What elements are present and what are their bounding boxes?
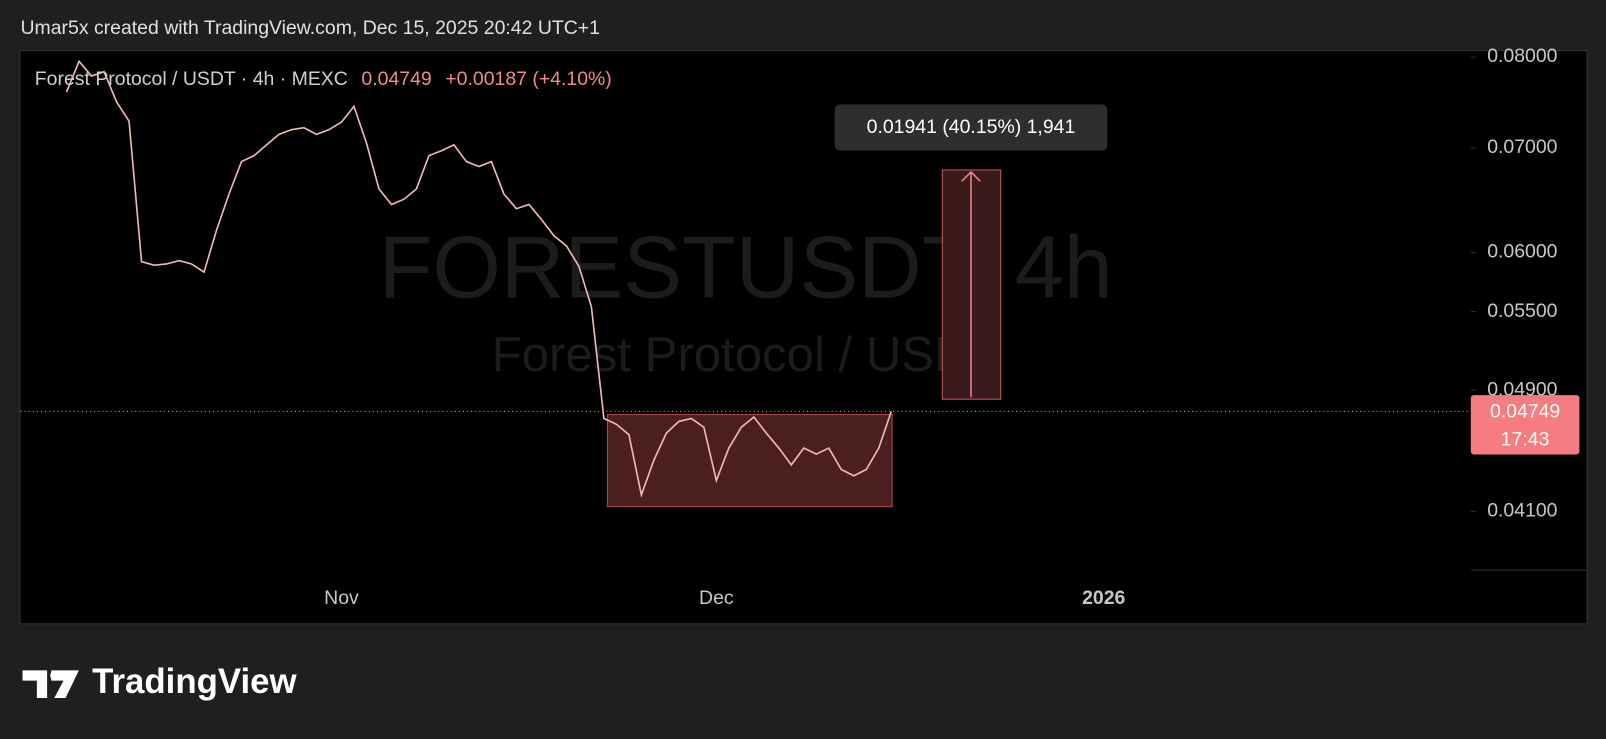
- logo: [22, 670, 79, 699]
- watermark-ticker: FORESTUSDT, 4h: [379, 218, 1113, 317]
- legend-change: +0.00187 (+4.10%): [445, 68, 611, 90]
- measure-arrow-head: [961, 170, 981, 182]
- footer-brand: TradingView: [92, 662, 297, 701]
- y-tick-label: 0.07000: [1487, 136, 1557, 158]
- price-tag: [1470, 395, 1580, 455]
- price-tag-countdown: 17:43: [1501, 428, 1550, 450]
- legend-symbol: Forest Protocol / USDT · 4h · MEXC: [35, 68, 348, 90]
- range-box: [606, 414, 893, 508]
- plot: 0.08000 0.07000 0.06000 0.05500 0.04900 0.041…: [20, 45, 1558, 609]
- price-line: [65, 59, 893, 498]
- measure-label-box: [834, 104, 1108, 151]
- x-tick-label: Dec: [699, 587, 734, 609]
- chart-pane: [19, 50, 1588, 625]
- logo-dot: [50, 670, 61, 681]
- y-tick-label: 0.08000: [1487, 45, 1557, 67]
- price-tag-price: 0.04749: [1490, 401, 1560, 423]
- x-tick-label: 2026: [1082, 587, 1125, 609]
- legend: Forest Protocol / USDT · 4h · MEXC 0.047…: [35, 68, 612, 90]
- y-tick-label: 0.04900: [1487, 378, 1557, 400]
- x-tick-label: Nov: [324, 587, 359, 609]
- watermark-name: Forest Protocol / USDT: [492, 328, 1000, 382]
- logo-mark: [22, 670, 79, 699]
- y-tick-label: 0.06000: [1487, 241, 1557, 263]
- legend-price: 0.04749: [361, 68, 431, 90]
- header: Umar5x created with TradingView.com, Dec…: [20, 17, 599, 39]
- measure-label: 0.01941 (40.15%) 1,941: [867, 116, 1076, 138]
- y-tick-label: 0.04100: [1487, 499, 1557, 521]
- y-tick-label: 0.05500: [1487, 300, 1557, 322]
